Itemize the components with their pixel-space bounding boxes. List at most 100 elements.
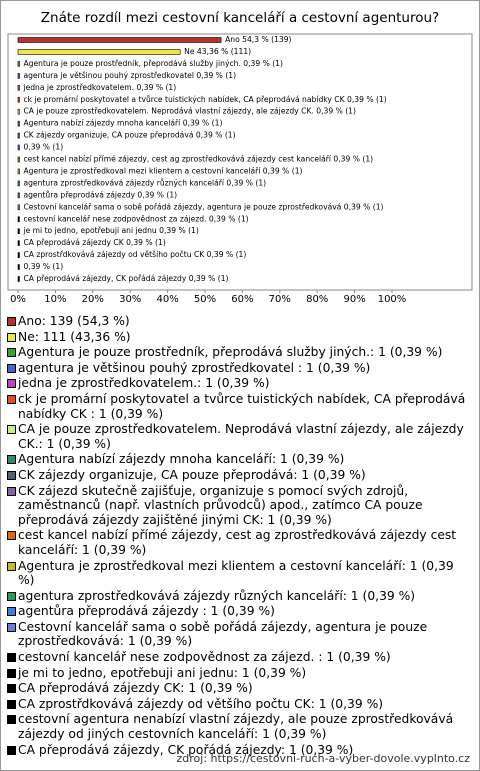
- legend-label: CK zájezdy organizuje, CA pouze přeprodá…: [18, 467, 366, 482]
- legend-item: cest kancel nabízí přímé zájezdy, cest a…: [6, 528, 468, 557]
- bar: [17, 73, 20, 79]
- bar: [17, 192, 20, 199]
- legend-label: cestovní kancelář nese zodpovědnost za z…: [18, 650, 391, 665]
- x-tick-label: 100%: [378, 294, 407, 305]
- legend-item: CK zájezdy organizuje, CA pouze přeprodá…: [6, 468, 468, 483]
- legend-item: CA zprostřdkovává zájezdy od většího poč…: [6, 697, 468, 712]
- legend-swatch: [7, 486, 16, 496]
- legend-label: Ano: 139 (54,3 %): [18, 314, 130, 328]
- bar: [17, 156, 20, 163]
- legend-label: Agentura je zprostředkoval mezi klientem…: [18, 558, 454, 588]
- legend-label: jedna je zprostředkovatelem.: 1 (0,39 %): [18, 376, 270, 391]
- legend-label: ck je promární poskytovatel a tvůrce tui…: [18, 391, 466, 421]
- bar-label: CA přeprodává zájezdy CK 0,39 % (1): [23, 238, 165, 247]
- source: zdroj: https://cestovni-ruch-a-vyber-dov…: [176, 752, 470, 765]
- bar-label: cest kancel nabízí přímé zájezdy, cest a…: [23, 155, 373, 164]
- legend-swatch: [7, 699, 16, 709]
- bar: [17, 61, 20, 67]
- bar: [17, 49, 181, 55]
- legend-item: CA je pouze zprostředkovatelem. Neprodáv…: [6, 422, 468, 451]
- bar: [17, 252, 20, 258]
- bar: [17, 168, 20, 175]
- legend-label: CK zájezd skutečně zajišťuje, organizuje…: [18, 483, 423, 527]
- legend-item: ck je promární poskytovatel a tvůrce tui…: [6, 392, 468, 421]
- bar: [17, 240, 20, 246]
- legend-swatch: [7, 745, 16, 755]
- legend-item: agentura zprostředkovává zájezdy různých…: [6, 589, 468, 604]
- bar-label: 0,39 % (1): [23, 143, 63, 152]
- x-tick-label: 40%: [156, 294, 178, 305]
- legend-label: CA je pouze zprostředkovatelem. Neprodáv…: [18, 422, 464, 451]
- bar-label: agentůra přeprodává zájezdy 0,39 % (1): [23, 190, 177, 199]
- legend-label: CA přeprodává zájezdy CK: 1 (0,39 %): [18, 681, 253, 696]
- legend-label: Cestovní kancelář sama o sobě pořádá záj…: [18, 619, 428, 649]
- chart-title: Znáte rozdíl mezi cestovní kanceláří a c…: [41, 10, 439, 26]
- x-tick-label: 60%: [231, 294, 253, 305]
- legend-item: je mi to jedno, epotřebuji ani jednu: 1 …: [6, 666, 468, 681]
- bar: [17, 132, 20, 139]
- legend-label: cest kancel nabízí přímé zájezdy, cest a…: [18, 528, 457, 557]
- bar-label: jedna je zprostředkovatelem. 0,39 % (1): [22, 83, 176, 92]
- x-tick-label: 80%: [306, 294, 328, 305]
- bar-label: agentura zprostředkovává zájezdy různých…: [23, 178, 266, 187]
- x-tick-label: 30%: [119, 294, 141, 305]
- legend-swatch: [7, 363, 16, 373]
- legend-swatch: [7, 470, 16, 480]
- legend-swatch: [7, 622, 16, 632]
- bar-label: je mi to jedno, epotřebuji ani jednu 0,3…: [22, 226, 198, 235]
- x-tick-label: 50%: [194, 294, 216, 305]
- legend-item: cestovní kancelář nese zodpovědnost za z…: [6, 650, 468, 665]
- bar-label: Agentura nabízí zájezdy mnoha kanceláří …: [23, 119, 222, 128]
- legend-item: Ne: 111 (43,36 %): [6, 330, 468, 345]
- bar: [17, 204, 20, 211]
- bar: [17, 276, 20, 282]
- legend-item: Agentura je pouze prostředník, přeprodáv…: [6, 345, 468, 360]
- bar: [17, 180, 20, 187]
- legend-label: Agentura je pouze prostředník, přeprodáv…: [18, 345, 443, 360]
- plot-frame: [7, 33, 473, 291]
- x-tick-label: 10%: [44, 294, 66, 305]
- legend-swatch: [7, 684, 16, 694]
- legend-item: Agentura je zprostředkoval mezi klientem…: [6, 559, 468, 588]
- bar-label: CA zprostřdkovává zájezdy od většího poč…: [23, 250, 246, 259]
- legend-item: cestovní agentura nenabízí vlastní zájez…: [6, 712, 468, 741]
- bar-label: Cestovní kancelář sama o sobě pořádá záj…: [23, 202, 383, 211]
- legend-swatch: [7, 425, 16, 435]
- legend-label: cestovní agentura nenabízí vlastní zájez…: [18, 712, 454, 742]
- legend: Ano: 139 (54,3 %) Ne: 111 (43,36 %) Agentu…: [6, 314, 468, 758]
- bar-label: Agentura je pouze prostředník, přeprodáv…: [23, 59, 283, 68]
- legend-item: Ano: 139 (54,3 %): [6, 314, 468, 329]
- legend-item: agentůra přeprodává zájezdy : 1 (0,39 %): [6, 604, 468, 619]
- bar-label: ck je promární poskytovatel a tvůrce tui…: [23, 95, 386, 104]
- legend-label: agentura zprostředkovává zájezdy různých…: [18, 588, 416, 603]
- legend-item: jedna je zprostředkovatelem.: 1 (0,39 %): [6, 376, 468, 391]
- bar: [17, 37, 222, 43]
- legend-swatch: [7, 653, 16, 663]
- legend-swatch: [7, 607, 16, 617]
- x-tick-label: 90%: [343, 294, 365, 305]
- bar: [17, 96, 20, 103]
- bar-label: Agentura je zprostředkoval mezi klientem…: [23, 166, 302, 175]
- chart: Znáte rozdíl mezi cestovní kanceláří a c…: [7, 10, 473, 305]
- bar: [17, 264, 20, 270]
- legend-swatch: [7, 379, 16, 389]
- legend-swatch: [7, 715, 16, 725]
- x-tick-label: 70%: [269, 294, 291, 305]
- bar-label: Ano 54,3 % (139): [225, 35, 291, 44]
- legend-swatch: [7, 348, 16, 358]
- x-tick-label: 0%: [10, 294, 26, 305]
- legend-label: Ne: 111 (43,36 %): [18, 329, 131, 344]
- legend-swatch: [7, 455, 16, 465]
- bar-label: CA přeprodává zájezdy, CK pořádá zájezdy…: [23, 274, 228, 283]
- legend-item: CA přeprodává zájezdy CK: 1 (0,39 %): [6, 681, 468, 696]
- legend-item: CK zájezd skutečně zajišťuje, organizuje…: [6, 484, 468, 528]
- legend-swatch: [7, 531, 16, 541]
- bar-label: CA je pouze zprostředkovatelem. Neprodáv…: [23, 107, 356, 116]
- bar: [17, 216, 20, 223]
- bar-label: Ne 43,36 % (111): [184, 47, 251, 56]
- bar: [17, 85, 20, 91]
- legend-swatch: [7, 561, 16, 571]
- bar-label: 0,39 % (1): [23, 262, 63, 271]
- legend-swatch: [7, 668, 16, 678]
- x-tick-label: 20%: [82, 294, 104, 305]
